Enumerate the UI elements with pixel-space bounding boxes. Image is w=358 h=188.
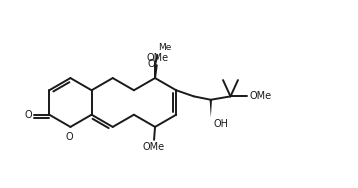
Text: OMe: OMe (249, 91, 271, 101)
Text: OMe: OMe (146, 53, 168, 63)
Text: O: O (65, 132, 73, 142)
Text: Me: Me (159, 43, 172, 52)
Text: O: O (24, 110, 32, 120)
Text: OH: OH (213, 119, 228, 129)
Polygon shape (210, 100, 212, 118)
Text: O: O (147, 59, 155, 69)
Text: OMe: OMe (143, 142, 165, 152)
